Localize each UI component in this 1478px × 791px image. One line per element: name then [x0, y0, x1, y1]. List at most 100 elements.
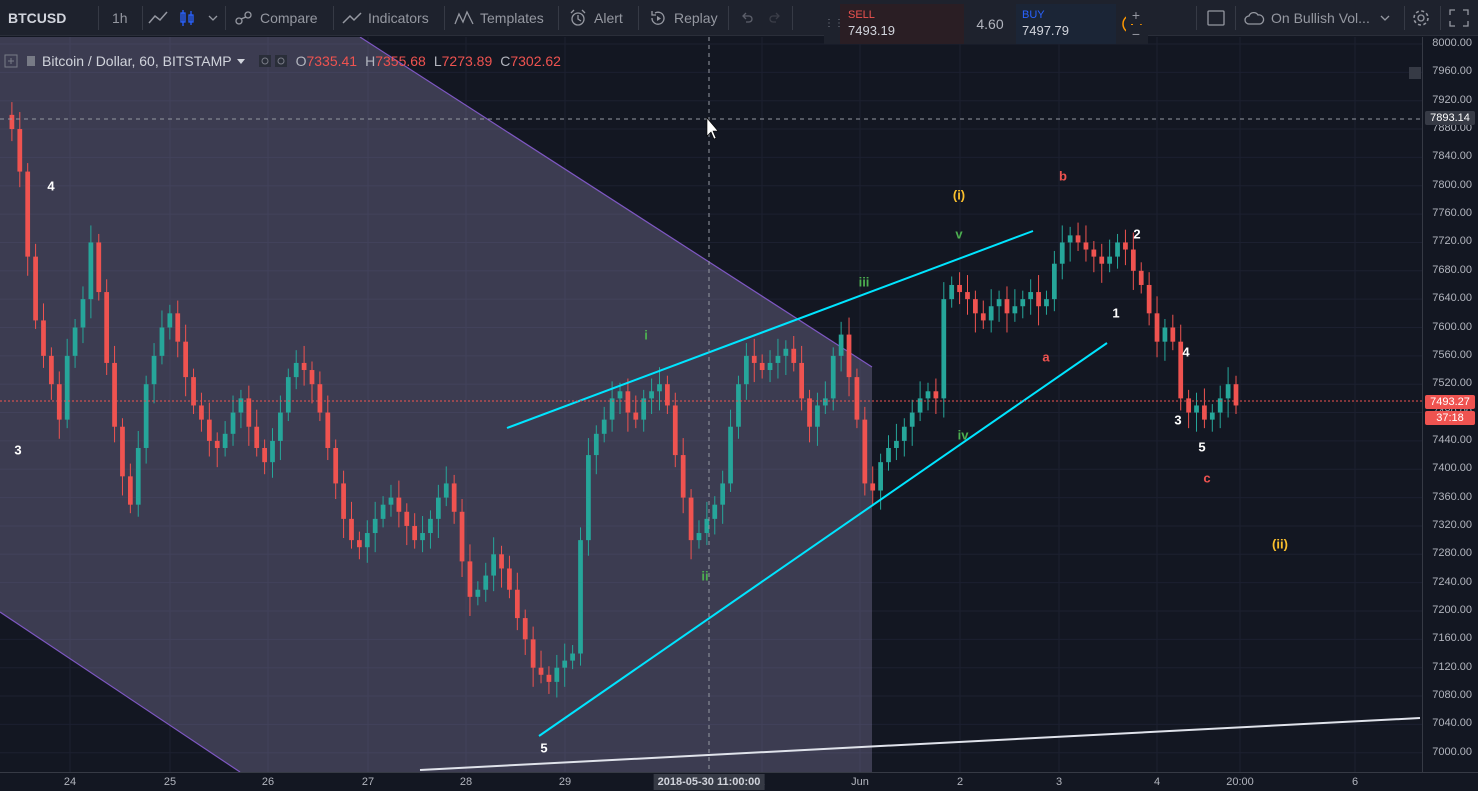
time-tick-label: 20:00: [1226, 776, 1254, 788]
scale-toggle-icon[interactable]: [1409, 67, 1421, 79]
time-axis[interactable]: 2425262728291Jun23420:006 2018-05-30 11:…: [0, 772, 1478, 791]
candle-body: [1178, 341, 1184, 399]
templates-label: Templates: [480, 10, 544, 26]
elliott-wave-label[interactable]: v: [955, 226, 963, 242]
elliott-wave-label[interactable]: b: [1059, 168, 1067, 184]
price-tick-label: 7040.00: [1432, 717, 1472, 730]
layout-button[interactable]: [1207, 0, 1225, 36]
elliott-wave-label[interactable]: iv: [957, 427, 969, 443]
caret-down-icon[interactable]: [236, 57, 246, 65]
candle-body: [949, 284, 955, 300]
replay-button[interactable]: Replay: [648, 0, 718, 36]
elliott-wave-label[interactable]: (ii): [1272, 536, 1288, 552]
templates-icon: [454, 10, 474, 25]
symbol-title[interactable]: Bitcoin / Dollar, 60, BITSTAMP: [42, 53, 232, 69]
elliott-wave-label[interactable]: c: [1203, 470, 1211, 486]
toolbar-divider: [728, 6, 729, 30]
candle-body: [17, 129, 23, 172]
candle-body: [1059, 242, 1065, 264]
settings-button[interactable]: [1411, 0, 1431, 36]
alerts-dropdown-button[interactable]: On Bullish Vol...: [1243, 0, 1390, 36]
price-tick-label: 7600.00: [1432, 320, 1472, 333]
chart-style-line-button[interactable]: [148, 0, 168, 36]
toolbar-divider: [225, 6, 226, 30]
elliott-wave-label[interactable]: iii: [858, 274, 870, 290]
elliott-wave-label[interactable]: 2: [1133, 226, 1141, 242]
time-tick-label: 27: [361, 776, 375, 788]
drag-handle[interactable]: ⋮⋮: [824, 4, 844, 44]
interval-button[interactable]: 1h: [112, 10, 128, 26]
candle-body: [736, 384, 741, 427]
elliott-wave-label[interactable]: 1: [1112, 305, 1120, 321]
collapse-legend-icon[interactable]: [4, 54, 18, 68]
candle-body: [688, 497, 694, 541]
candle-body: [372, 518, 378, 534]
candle-body: [1028, 292, 1034, 300]
cloud-icon: [1244, 11, 1265, 25]
candle-body: [459, 511, 465, 562]
candle-body: [1209, 412, 1215, 420]
elliott-wave-label[interactable]: 3: [1174, 412, 1182, 428]
candle-body: [159, 327, 165, 356]
chevron-down-icon: [1380, 15, 1390, 21]
quantity-plus-button[interactable]: +: [1126, 6, 1146, 24]
elliott-wave-label[interactable]: a: [1042, 349, 1050, 365]
elliott-wave-label[interactable]: 5: [540, 740, 548, 756]
chart-canvas[interactable]: [0, 37, 1422, 772]
candle-body: [88, 242, 94, 300]
compare-button[interactable]: Compare: [234, 0, 318, 36]
candle-body: [791, 348, 797, 363]
candle-body: [420, 533, 425, 541]
elliott-wave-label[interactable]: 4: [1182, 344, 1190, 360]
candle-body: [696, 533, 702, 541]
symbol-search-button[interactable]: BTCUSD: [8, 10, 67, 26]
elliott-wave-label[interactable]: (i): [952, 187, 966, 203]
toolbar-divider: [558, 6, 559, 30]
fullscreen-icon: [1449, 9, 1469, 27]
alert-button[interactable]: Alert: [568, 0, 623, 36]
templates-button[interactable]: Templates: [454, 0, 544, 36]
parallel-channel-border: [359, 37, 873, 368]
candle-body: [230, 412, 236, 434]
chart-style-dropdown[interactable]: [208, 0, 218, 36]
sell-button[interactable]: SELL 7493.19: [840, 4, 964, 44]
alarm-clock-icon: [570, 9, 586, 26]
candle-body: [775, 355, 781, 363]
elliott-wave-label[interactable]: 5: [1198, 439, 1206, 455]
elliott-wave-label[interactable]: i: [644, 327, 648, 343]
candle-body: [388, 497, 394, 505]
toolbar-divider: [444, 6, 445, 30]
elliott-wave-label[interactable]: 3: [14, 442, 22, 458]
last-price-tag: 7493.27: [1425, 395, 1475, 409]
undo-button[interactable]: [740, 0, 754, 36]
quantity-minus-button[interactable]: −: [1126, 25, 1146, 43]
indicators-icon: [342, 12, 362, 24]
candle-body: [973, 299, 978, 314]
buy-button[interactable]: BUY 7497.79: [1016, 4, 1116, 44]
compare-icon: [235, 11, 252, 25]
toolbar-divider: [98, 6, 99, 30]
candle-body: [586, 455, 591, 541]
toolbar-divider: [1440, 6, 1441, 30]
toolbar-divider: [1235, 6, 1236, 30]
chart-svg: [0, 37, 1422, 772]
candle-body: [56, 384, 62, 420]
candle-body: [1162, 327, 1168, 342]
elliott-wave-label[interactable]: ii: [701, 568, 709, 584]
fullscreen-button[interactable]: [1449, 0, 1469, 36]
chart-style-candles-button[interactable]: [178, 0, 196, 36]
candle-body: [617, 391, 623, 399]
indicators-button[interactable]: Indicators: [342, 0, 429, 36]
candle-body: [1099, 256, 1105, 264]
price-tick-label: 7840.00: [1432, 150, 1472, 163]
candle-body: [483, 575, 489, 590]
elliott-wave-label[interactable]: 4: [47, 178, 55, 194]
gear-icon[interactable]: [274, 54, 288, 68]
candle-body: [846, 334, 852, 378]
eye-icon[interactable]: [258, 54, 272, 68]
price-axis[interactable]: 8000.00 7960.00 7920.00 7880.00 7840.00 7800.…: [1409, 37, 1478, 772]
candle-body: [657, 384, 662, 392]
candle-body: [9, 114, 15, 130]
candle-body: [443, 483, 449, 498]
redo-button[interactable]: [768, 0, 782, 36]
